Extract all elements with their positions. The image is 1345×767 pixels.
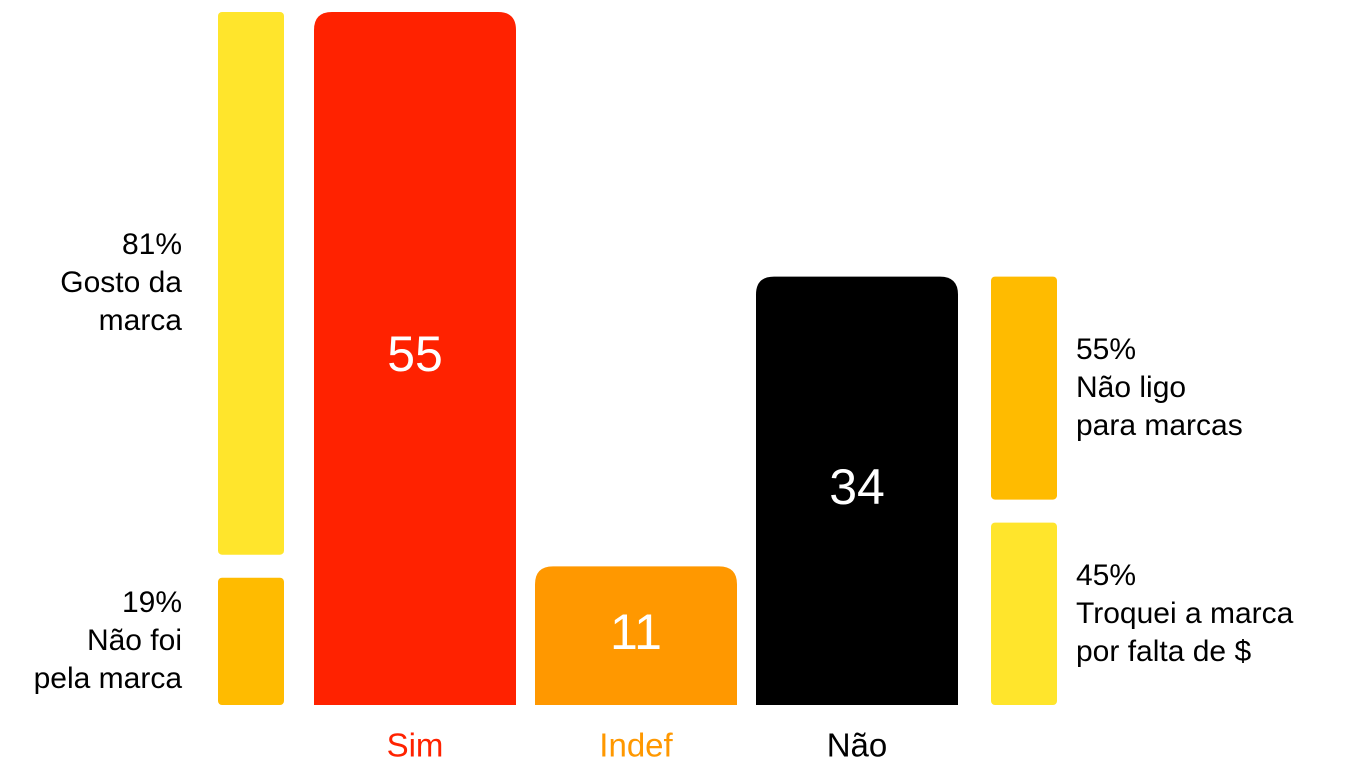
- breakdown-label: 55% Não ligo para marcas: [1076, 331, 1243, 445]
- breakdown-percent: 19%: [121, 586, 182, 620]
- breakdown-segment: [991, 522, 1057, 705]
- category-label: Não: [827, 727, 888, 764]
- breakdown-label: 45% Troquei a marca por falta de $: [1076, 557, 1293, 671]
- breakdown-label: 81% Gosto da marca: [60, 226, 182, 340]
- category-label: Indef: [599, 727, 673, 764]
- breakdown-segment: [991, 276, 1057, 500]
- bar: [314, 12, 516, 705]
- bar: [756, 276, 958, 705]
- bar-value-label: 34: [829, 459, 885, 515]
- breakdown-segment: [218, 12, 284, 555]
- breakdown-name: Não ligo para marcas: [1076, 371, 1243, 443]
- category-label: Sim: [387, 727, 444, 764]
- breakdown-name: Gosto da marca: [60, 266, 182, 338]
- breakdown-name: Troquei a marca por falta de $: [1076, 596, 1294, 668]
- breakdown-segment: [218, 577, 284, 705]
- bar-value-label: 11: [610, 604, 662, 660]
- breakdown-percent: 81%: [121, 228, 182, 262]
- bar-value-label: 55: [387, 326, 443, 382]
- breakdown-percent: 55%: [1076, 333, 1137, 367]
- breakdown-label: 19% Não foi pela marca: [34, 584, 182, 698]
- breakdown-name: Não foi pela marca: [33, 624, 182, 696]
- bar: [535, 566, 737, 705]
- breakdown-percent: 45%: [1076, 558, 1137, 592]
